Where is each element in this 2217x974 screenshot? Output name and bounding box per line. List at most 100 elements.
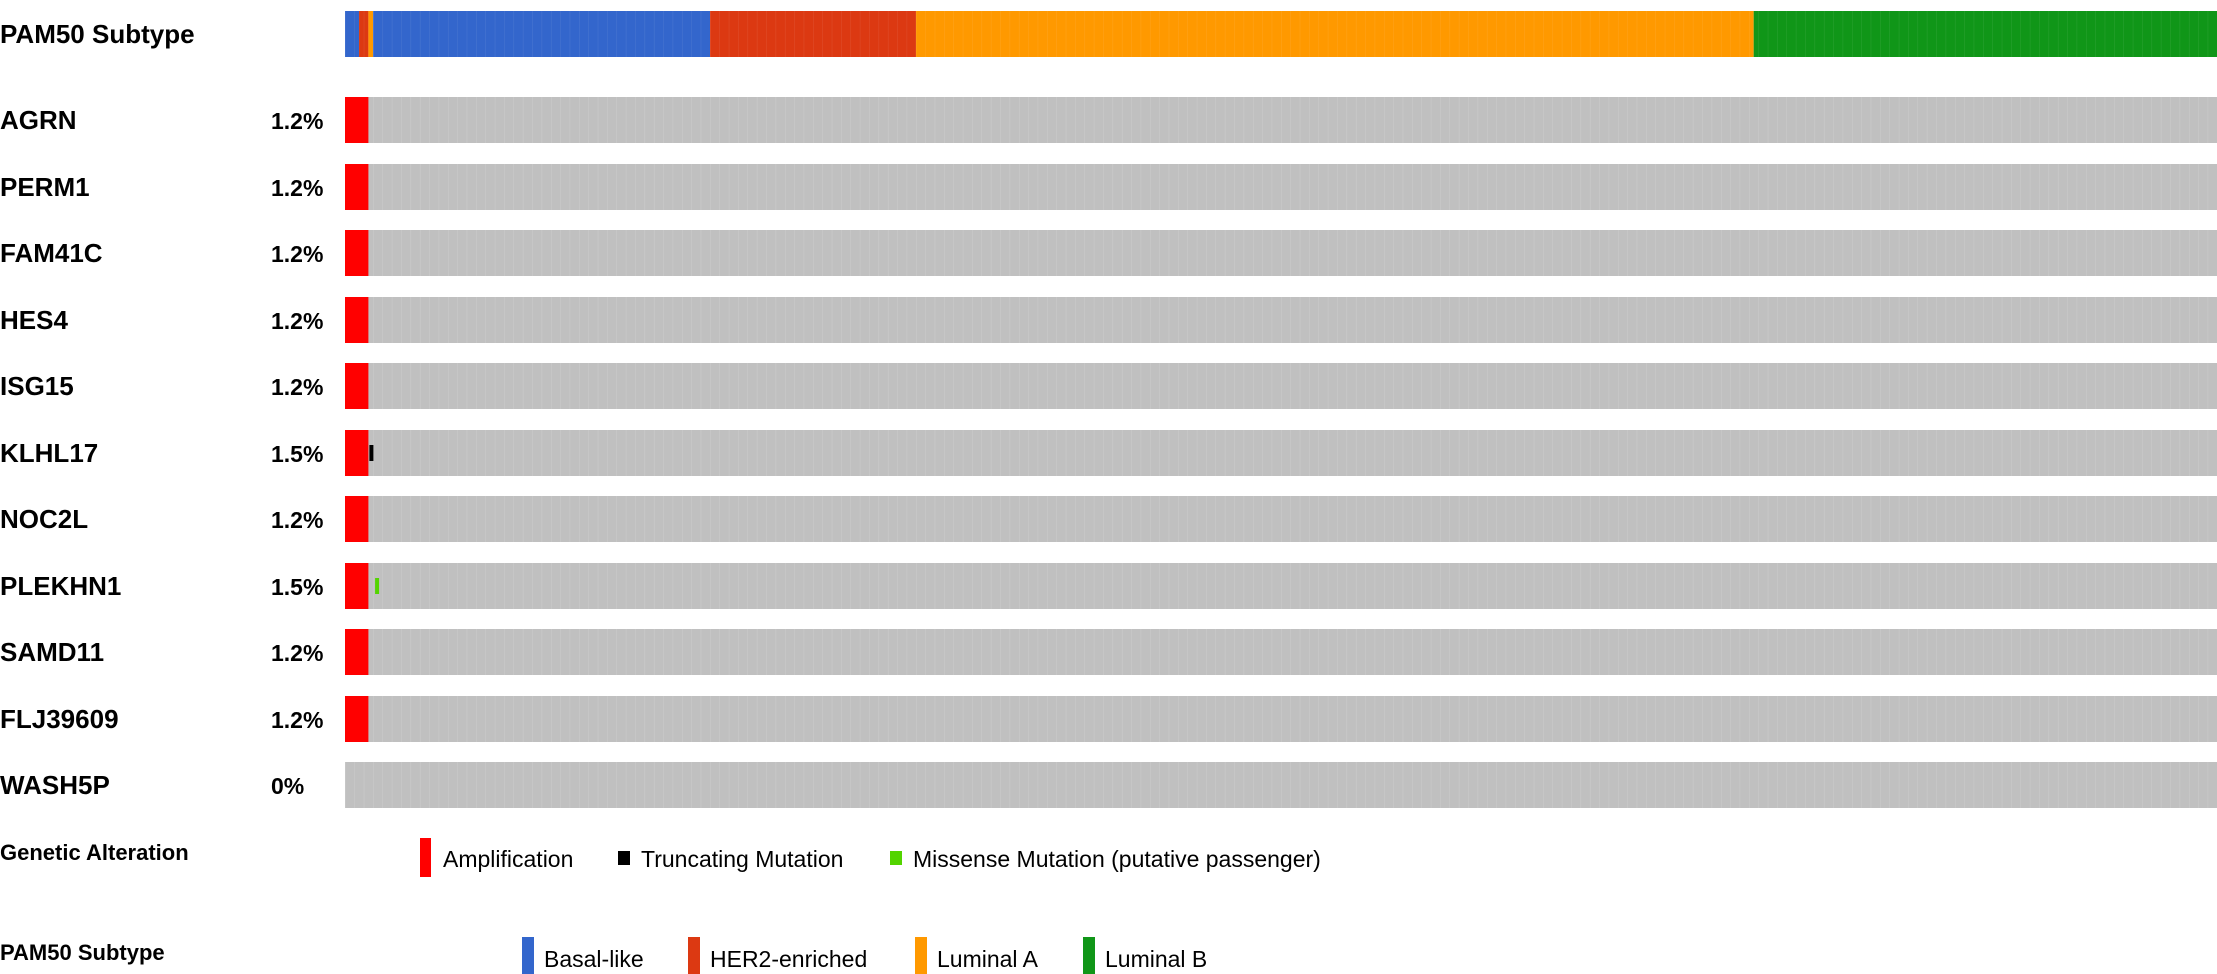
column-separator <box>401 629 402 675</box>
column-separator <box>625 230 627 276</box>
column-separator <box>1973 695 1975 742</box>
column-separator <box>1664 629 1666 675</box>
gene-track[interactable] <box>345 97 2217 143</box>
column-separator <box>710 296 711 343</box>
column-separator <box>1084 230 1086 276</box>
column-separator <box>972 163 973 210</box>
column-separator <box>981 296 983 343</box>
column-separator <box>1702 562 1703 609</box>
column-separator <box>1168 695 1170 742</box>
column-separator <box>1365 762 1366 808</box>
gene-track[interactable] <box>345 562 2217 609</box>
column-separator <box>1580 163 1582 210</box>
column-separator <box>1795 230 1797 276</box>
column-separator <box>794 296 795 343</box>
column-separator <box>1103 97 1104 143</box>
column-separator <box>1898 230 1900 276</box>
column-separator <box>1299 562 1301 609</box>
column-separator <box>410 562 412 609</box>
column-separator <box>2142 629 2143 675</box>
gene-track[interactable] <box>345 762 2217 808</box>
column-separator <box>784 163 786 210</box>
column-separator <box>550 562 552 609</box>
column-separator <box>822 363 823 409</box>
column-separator <box>616 296 618 343</box>
gene-track[interactable] <box>345 629 2217 675</box>
column-separator <box>953 163 954 210</box>
column-separator <box>429 695 430 742</box>
gene-track[interactable] <box>345 363 2217 409</box>
column-separator <box>1674 695 1675 742</box>
column-separator <box>1458 762 1460 808</box>
column-separator <box>2048 97 2050 143</box>
column-separator <box>476 11 477 57</box>
column-separator <box>841 429 842 476</box>
column-separator <box>691 762 692 808</box>
column-separator <box>1917 11 1919 57</box>
column-separator <box>719 762 720 808</box>
column-separator <box>972 97 973 143</box>
column-separator <box>1393 296 1394 343</box>
subtype-segment <box>373 11 711 57</box>
gene-track[interactable] <box>345 230 2217 276</box>
column-separator <box>2151 163 2153 210</box>
column-separator <box>635 97 636 143</box>
gene-label: FAM41C <box>0 238 103 268</box>
subtype-track[interactable] <box>345 11 2217 57</box>
column-separator <box>738 429 739 476</box>
column-separator <box>1271 97 1273 143</box>
column-separator <box>1561 163 1563 210</box>
column-separator <box>897 296 898 343</box>
column-separator <box>831 11 833 57</box>
column-separator <box>1009 363 1011 409</box>
column-separator <box>391 629 393 675</box>
column-separator <box>1309 695 1310 742</box>
column-separator <box>972 11 973 57</box>
column-separator <box>1908 629 1909 675</box>
column-separator <box>1842 429 1844 476</box>
gene-track[interactable] <box>345 695 2217 742</box>
column-separator <box>934 562 936 609</box>
column-separator <box>1795 762 1797 808</box>
column-separator <box>1178 163 1179 210</box>
column-separator <box>1664 562 1666 609</box>
column-separator <box>1187 762 1188 808</box>
column-separator <box>1589 496 1591 542</box>
column-separator <box>1234 296 1235 343</box>
column-separator <box>803 363 805 409</box>
column-separator <box>1393 762 1394 808</box>
column-separator <box>1627 97 1628 143</box>
column-separator <box>1383 496 1385 542</box>
column-separator <box>710 496 711 542</box>
column-separator <box>2001 163 2003 210</box>
column-separator <box>1805 629 1806 675</box>
column-separator <box>1571 163 1572 210</box>
gene-track[interactable] <box>345 296 2217 343</box>
gene-track[interactable] <box>345 163 2217 210</box>
column-separator <box>775 562 777 609</box>
column-separator <box>2076 230 2078 276</box>
column-separator <box>1889 562 1890 609</box>
column-separator <box>1056 230 1057 276</box>
legend-label: Truncating Mutation <box>641 846 844 872</box>
column-separator <box>1018 363 1020 409</box>
column-separator <box>972 429 973 476</box>
column-separator <box>1421 562 1422 609</box>
column-separator <box>2207 629 2209 675</box>
unaltered-background <box>345 496 2217 542</box>
column-separator <box>681 562 683 609</box>
column-separator <box>1290 97 1291 143</box>
column-separator <box>1009 429 1011 476</box>
column-separator <box>1159 695 1160 742</box>
column-separator <box>1814 429 1816 476</box>
column-separator <box>1861 629 1862 675</box>
gene-track[interactable] <box>345 496 2217 542</box>
column-separator <box>784 562 786 609</box>
column-separator <box>1936 629 1937 675</box>
column-separator <box>616 562 618 609</box>
gene-track[interactable] <box>345 429 2217 476</box>
column-separator <box>569 762 571 808</box>
column-separator <box>1299 429 1301 476</box>
column-separator <box>1374 296 1376 343</box>
column-separator <box>700 562 702 609</box>
